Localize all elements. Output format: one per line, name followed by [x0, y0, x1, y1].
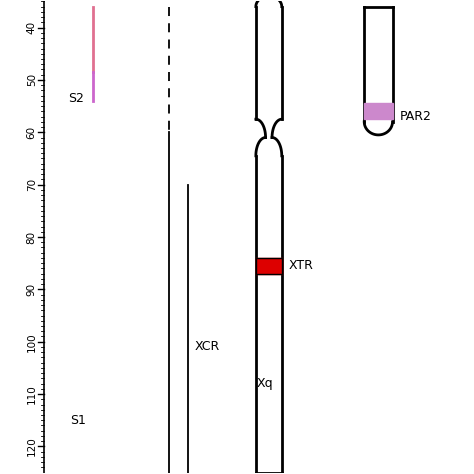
Text: XCR: XCR: [195, 340, 220, 354]
Text: 70: 70: [27, 178, 36, 191]
Text: 80: 80: [27, 230, 36, 244]
Text: S2: S2: [68, 92, 84, 105]
Text: 110: 110: [27, 384, 36, 404]
Text: 50: 50: [27, 73, 36, 86]
Bar: [256, 258, 282, 273]
Bar: [256, 258, 282, 273]
Text: 120: 120: [27, 437, 36, 456]
Text: 60: 60: [27, 126, 36, 139]
Text: S1: S1: [70, 414, 86, 427]
Text: 90: 90: [27, 283, 36, 296]
Text: XTR: XTR: [289, 259, 314, 272]
Text: PAR2: PAR2: [400, 110, 431, 123]
Text: 40: 40: [27, 21, 36, 34]
Text: 100: 100: [27, 332, 36, 352]
Text: Xq: Xq: [257, 377, 273, 390]
Bar: [364, 103, 392, 119]
